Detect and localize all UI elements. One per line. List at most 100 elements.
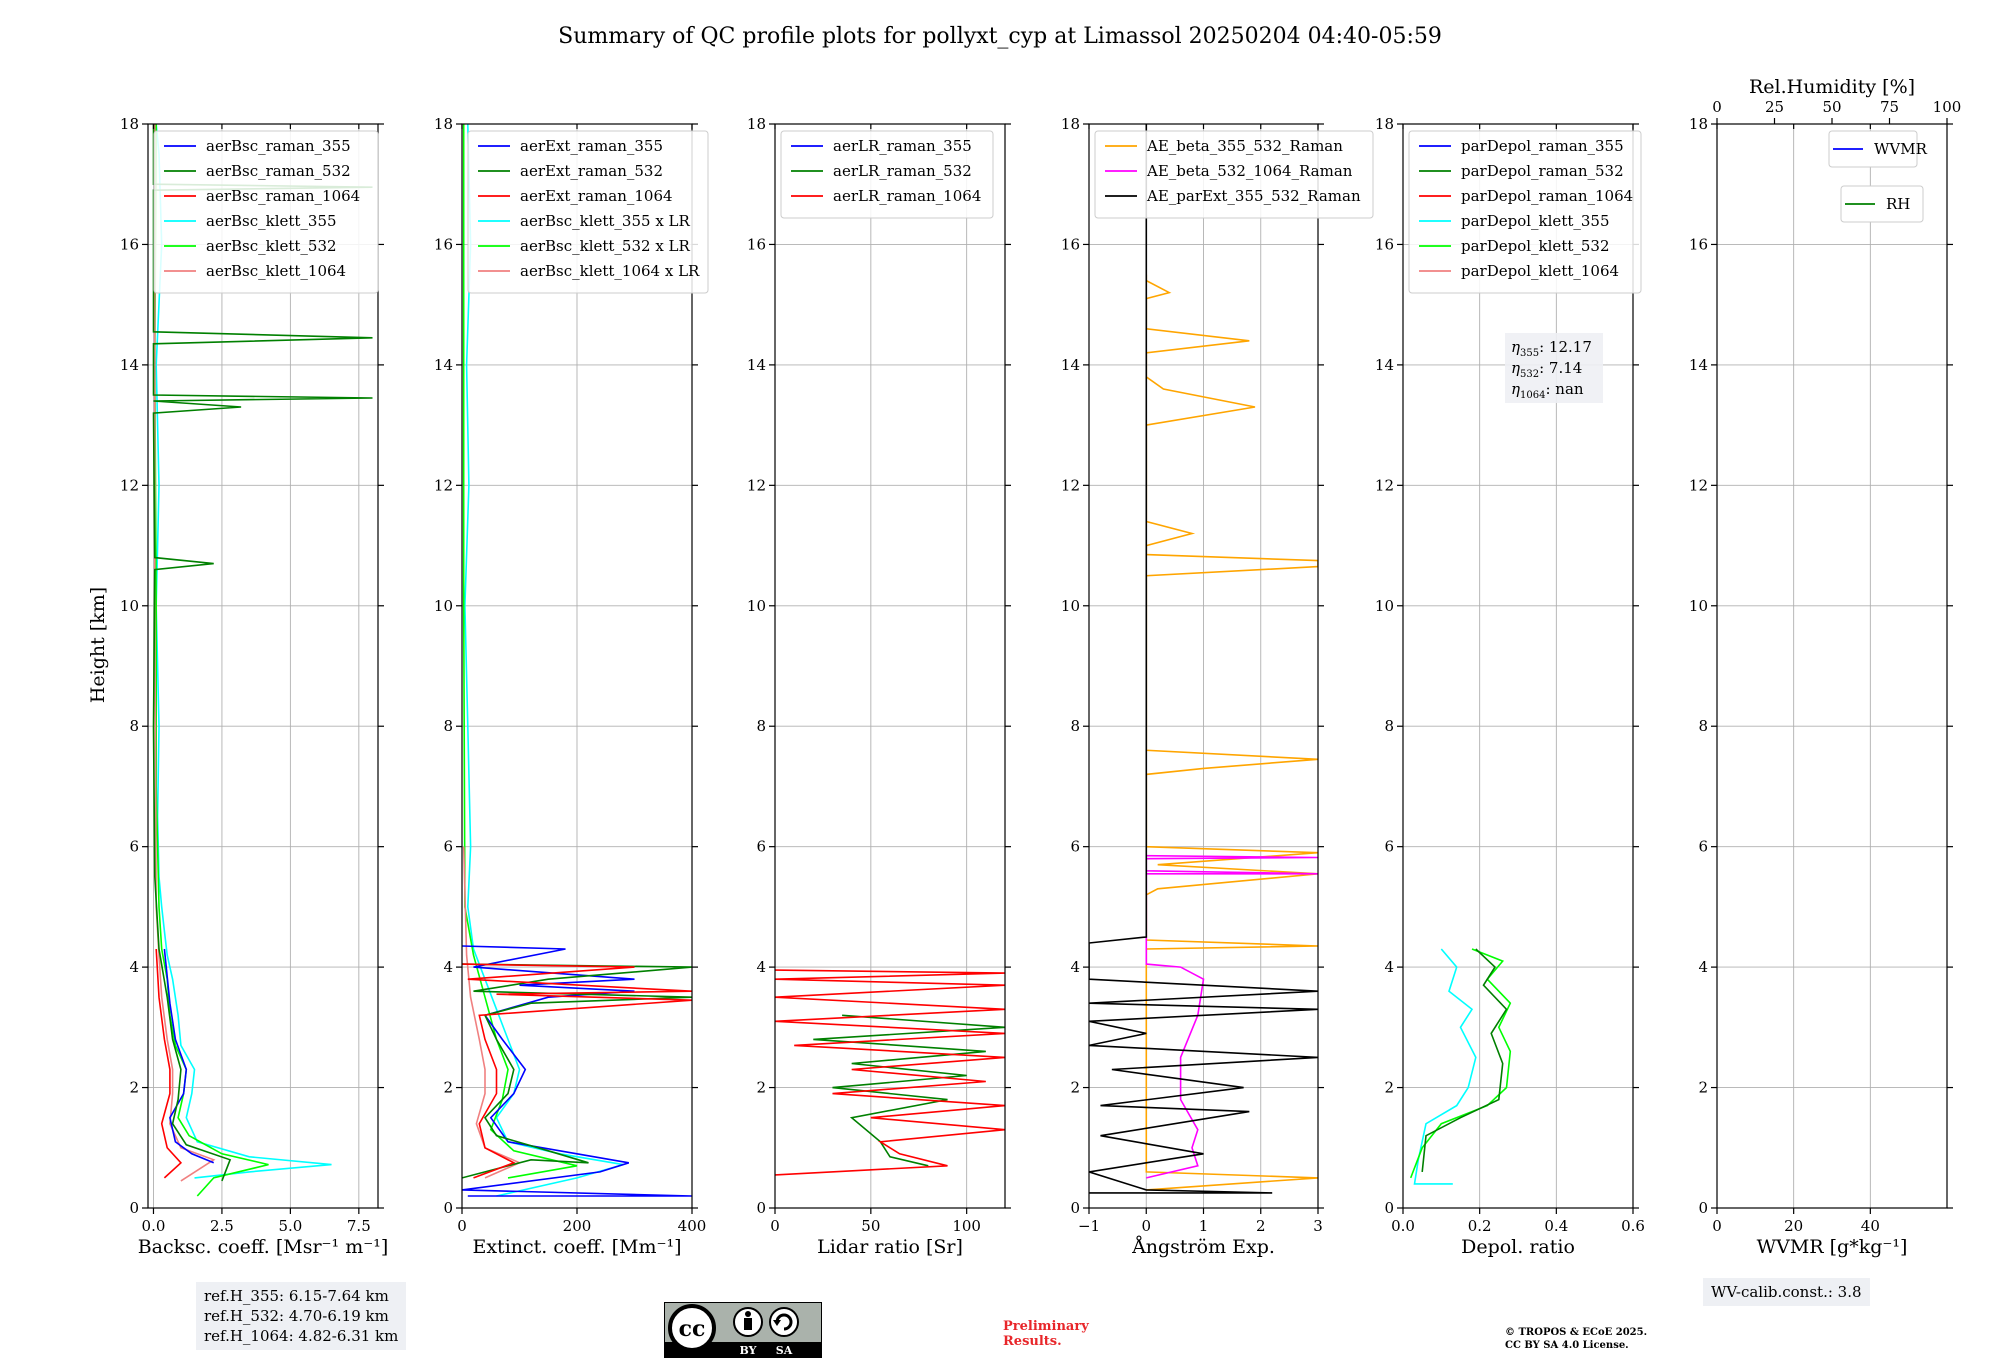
legend-entry-pardepol-klett-355: parDepol_klett_355 <box>1461 212 1610 230</box>
y-tick-label: 4 <box>1384 958 1394 976</box>
series-aerlr-raman-1064 <box>775 969 1005 1176</box>
panel-depol: 0.0 0.2 0.4 0.6 0 2 4 6 8 10 12 14 16 18 Depol. ratio p… <box>1375 115 1645 1258</box>
x-tick-label: 20 <box>1784 1217 1803 1235</box>
y-axis-label: Height [km] <box>87 587 109 703</box>
y-tick-label: 10 <box>120 597 139 615</box>
reference-height-box: ref.H_355: 6.15-7.64 km ref.H_532: 4.70-… <box>196 1282 407 1350</box>
x-tick-label: −1 <box>1078 1217 1100 1235</box>
legend-entry-pardepol-klett-1064: parDepol_klett_1064 <box>1461 262 1619 280</box>
eta-355: η355: 12.17 <box>1511 338 1592 359</box>
y-tick-label: 16 <box>434 235 453 253</box>
legend-backscatter: aerBsc_raman_355 aerBsc_raman_532 aerBsc_r… <box>153 130 379 294</box>
legend-extinction: aerExt_raman_355 aerExt_raman_532 aerExt_r… <box>467 130 709 294</box>
x-axis-label-backscatter: Backsc. coeff. [Msr⁻¹ m⁻¹] <box>138 1236 389 1258</box>
legend-entry-aerbsc-klett-355: aerBsc_klett_355 <box>206 212 337 230</box>
legend-frame <box>1094 130 1374 219</box>
y-tick-label: 18 <box>1375 115 1394 133</box>
legend-entry-aerbsc-raman-1064: aerBsc_raman_1064 <box>206 187 360 205</box>
y-tick-label: 2 <box>756 1079 766 1097</box>
y-tick-label: 6 <box>1698 838 1708 856</box>
y-tick-label: 8 <box>1384 717 1394 735</box>
y-tick-label: 16 <box>1061 235 1080 253</box>
axes-frame-depol <box>1402 123 1634 1209</box>
plot-area-lidar_ratio <box>775 969 1005 1176</box>
panel-extinction: 0 200 400 0 2 4 6 8 10 12 14 16 18 Extinct. coeff. [M… <box>434 115 709 1258</box>
y-tick-label: 0 <box>1070 1199 1080 1217</box>
legend-frame <box>1840 185 1924 223</box>
y-tick-label: 10 <box>434 597 453 615</box>
series-aerlr-raman-532 <box>813 1014 1005 1167</box>
cc-by-sa-logo: cc BY SA <box>664 1302 822 1358</box>
x-axis-label-depol: Depol. ratio <box>1461 1236 1575 1258</box>
y-tick-label: 4 <box>129 958 139 976</box>
x-tick-label: 0 <box>1712 1217 1722 1235</box>
x2-axis-label: Rel.Humidity [%] <box>1749 76 1915 98</box>
legend-frame <box>153 130 379 294</box>
y-tick-label: 16 <box>747 235 766 253</box>
y-tick-label: 10 <box>1061 597 1080 615</box>
legend-entry-wvmr: WVMR <box>1874 140 1928 158</box>
legend-frame <box>1828 130 1918 168</box>
y-tick-label: 6 <box>443 838 453 856</box>
series-pardepol-raman-532 <box>1421 948 1508 1172</box>
grid-angstrom <box>1088 123 1319 1209</box>
x-tick-label: 0.6 <box>1621 1217 1645 1235</box>
legend-frame <box>780 130 994 219</box>
x-axis-label-lidar_ratio: Lidar ratio [Sr] <box>817 1236 963 1258</box>
legend-entry-rh: RH <box>1886 195 1910 213</box>
legend-angstrom: AE_beta_355_532_Raman AE_beta_532_1064_Ra… <box>1094 130 1374 219</box>
y-tick-label: 18 <box>747 115 766 133</box>
legend-entry-aerlr-raman-532: aerLR_raman_532 <box>833 162 972 180</box>
y-tick-label: 4 <box>443 958 453 976</box>
y-tick-label: 2 <box>129 1079 139 1097</box>
y-tick-label: 14 <box>747 356 766 374</box>
legend-frame <box>467 130 709 294</box>
x2-tick-label: 100 <box>1933 98 1962 116</box>
series-aerext-raman-532 <box>462 963 692 1179</box>
axes-frame-lidar_ratio <box>774 123 1006 1209</box>
y-tick-label: 8 <box>443 717 453 735</box>
preliminary-notice: Preliminary Results. <box>1003 1319 1089 1349</box>
x-tick-label: 1 <box>1199 1217 1209 1235</box>
panel-water_vapor: 0 20 40 0 2 4 6 8 10 12 14 16 18 WVMR [g*kg⁻¹] 0 25 50 75… <box>1689 76 1961 1258</box>
ref-height-355: ref.H_355: 6.15-7.64 km <box>204 1287 389 1305</box>
y-tick-label: 12 <box>120 476 139 494</box>
legend-entry-aerbsc-klett-1064-x-lr: aerBsc_klett_1064 x LR <box>520 262 700 280</box>
legend-entry-aerbsc-raman-355: aerBsc_raman_355 <box>206 137 351 155</box>
by-label: BY <box>740 1344 757 1357</box>
x-tick-label: 2.5 <box>210 1217 234 1235</box>
legend-entry-aerbsc-klett-1064: aerBsc_klett_1064 <box>206 262 346 280</box>
legend-entry-ae-parext-355-532-raman: AE_parExt_355_532_Raman <box>1146 187 1361 205</box>
y-tick-label: 16 <box>120 235 139 253</box>
y-tick-label: 14 <box>1689 356 1708 374</box>
y-tick-label: 0 <box>1698 1199 1708 1217</box>
x-tick-label: 0 <box>770 1217 780 1235</box>
sa-icon <box>769 1307 799 1337</box>
panel-backscatter: 0.0 2.5 5.0 7.5 0 2 4 6 8 10 12 14 16 18 Backsc. coeff… <box>120 115 388 1258</box>
y-tick-label: 2 <box>1384 1079 1394 1097</box>
legend-water_vapor: WVMR RH <box>1828 130 1928 223</box>
x2-tick-label: 0 <box>1712 98 1722 116</box>
y-tick-label: 10 <box>1375 597 1394 615</box>
y-tick-label: 18 <box>1689 115 1708 133</box>
legend-entry-aerbsc-klett-355-x-lr: aerBsc_klett_355 x LR <box>520 212 691 230</box>
legend-entry-aerbsc-klett-532-x-lr: aerBsc_klett_532 x LR <box>520 237 691 255</box>
series-aerbsc-klett-355 <box>155 124 332 1179</box>
sa-label: SA <box>776 1344 793 1357</box>
legend-entry-aerbsc-raman-532: aerBsc_raman_532 <box>206 162 351 180</box>
legend-entry-pardepol-raman-355: parDepol_raman_355 <box>1461 137 1624 155</box>
series-ae-parext-355-532-raman <box>1089 124 1318 1194</box>
grid-water_vapor <box>1716 123 1947 1209</box>
y-tick-label: 14 <box>1061 356 1080 374</box>
y-tick-label: 4 <box>756 958 766 976</box>
x-axis-label-extinction: Extinct. coeff. [Mm⁻¹] <box>472 1236 681 1258</box>
y-tick-label: 8 <box>129 717 139 735</box>
x-tick-label: 5.0 <box>278 1217 302 1235</box>
series-aerbsc-klett-1064-x-lr <box>462 846 522 1179</box>
y-tick-label: 16 <box>1375 235 1394 253</box>
legend-entry-pardepol-raman-1064: parDepol_raman_1064 <box>1461 187 1633 205</box>
panel-lidar_ratio: 0 50 100 0 2 4 6 8 10 12 14 16 18 Lidar ratio [Sr] aer… <box>747 115 1011 1258</box>
figure-title: Summary of QC profile plots for pollyxt_… <box>558 24 1442 49</box>
y-tick-label: 10 <box>747 597 766 615</box>
